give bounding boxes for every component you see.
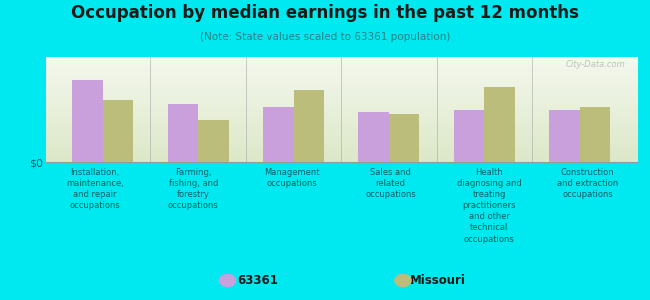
Bar — [198, 120, 229, 162]
Bar — [168, 104, 198, 162]
Bar — [358, 112, 389, 162]
Text: City-Data.com: City-Data.com — [566, 60, 625, 69]
Bar — [103, 100, 133, 162]
Bar — [454, 110, 484, 162]
Text: Occupation by median earnings in the past 12 months: Occupation by median earnings in the pas… — [71, 4, 579, 22]
Text: Missouri: Missouri — [410, 274, 465, 287]
Bar — [549, 110, 580, 162]
Text: Construction
and extraction
occupations: Construction and extraction occupations — [557, 168, 618, 199]
Bar — [72, 80, 103, 162]
Bar — [389, 114, 419, 162]
Text: Farming,
fishing, and
forestry
occupations: Farming, fishing, and forestry occupatio… — [168, 168, 219, 210]
Text: Management
occupations: Management occupations — [264, 168, 320, 188]
Text: (Note: State values scaled to 63361 population): (Note: State values scaled to 63361 popu… — [200, 32, 450, 41]
Text: Health
diagnosing and
treating
practitioners
and other
technical
occupations: Health diagnosing and treating practitio… — [457, 168, 521, 244]
Bar — [294, 90, 324, 162]
Text: 63361: 63361 — [237, 274, 278, 287]
Bar — [484, 87, 515, 162]
Text: Sales and
related
occupations: Sales and related occupations — [365, 168, 416, 199]
Bar — [263, 107, 294, 162]
Text: Installation,
maintenance,
and repair
occupations: Installation, maintenance, and repair oc… — [66, 168, 124, 210]
Bar — [580, 107, 610, 162]
